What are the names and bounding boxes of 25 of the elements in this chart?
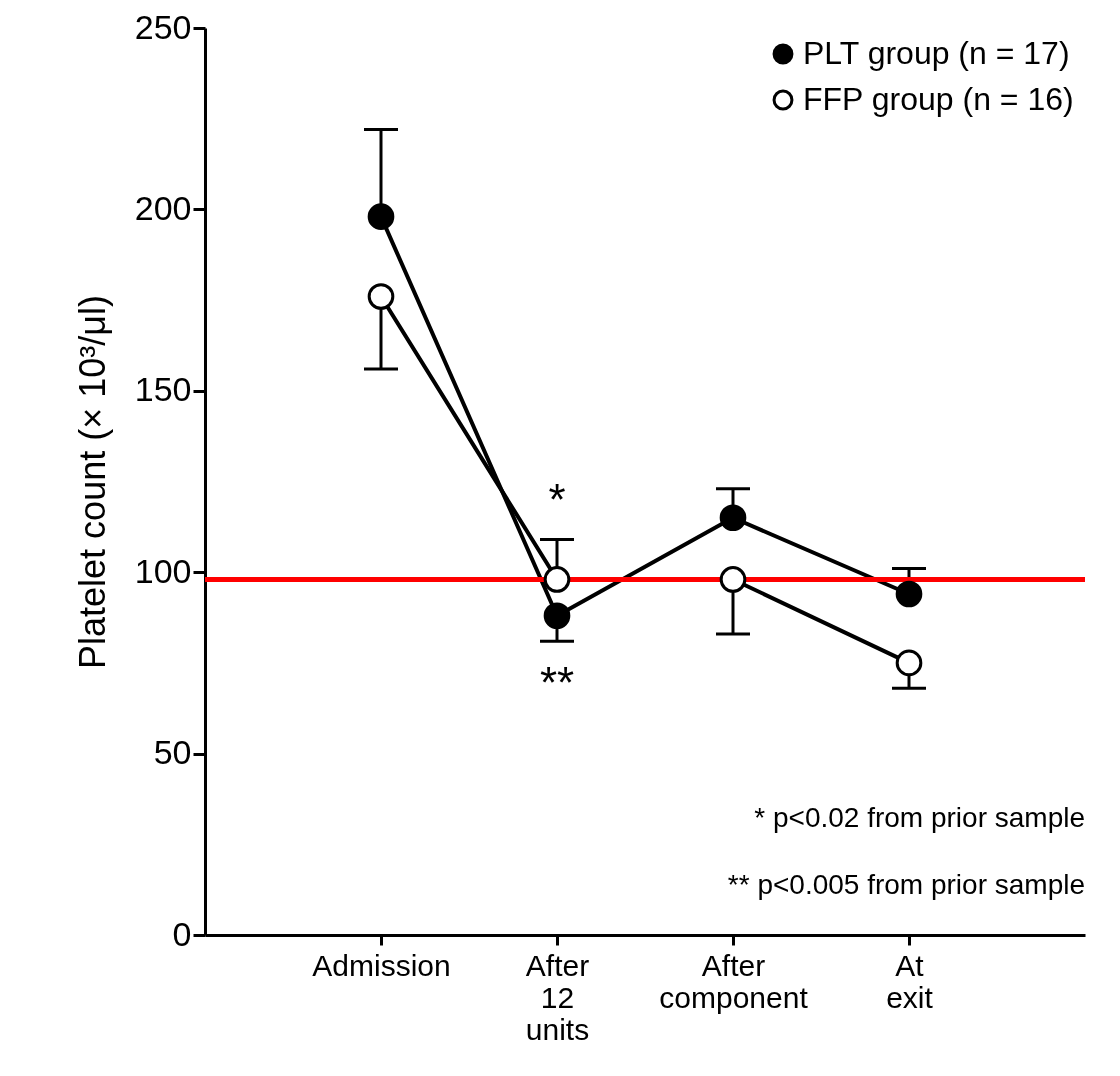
annotation: ** (539, 658, 575, 707)
y-tick-label: 200 (134, 188, 192, 227)
point (719, 504, 747, 532)
point (367, 283, 395, 310)
annotation: * p<0.02 from prior sample (754, 802, 1085, 833)
legend-label: PLT group (n = 17) (803, 35, 1070, 71)
annotation: * (548, 475, 566, 524)
point (719, 566, 747, 593)
legend-label: FFP group (n = 16) (803, 81, 1074, 117)
y-tick-label: 250 (134, 7, 192, 46)
point (895, 649, 923, 677)
annotation: ** p<0.005 from prior sample (727, 869, 1085, 900)
point (895, 580, 923, 608)
y-tick-label: 150 (134, 370, 192, 409)
x-tick-label: At exit (886, 948, 934, 1014)
y-tick-label: 0 (172, 914, 192, 953)
point (543, 566, 571, 593)
x-tick-label: After component (659, 948, 809, 1014)
x-tick-label: After 12 units (525, 948, 590, 1046)
point (367, 203, 395, 230)
y-tick-label: 100 (134, 551, 192, 590)
x-tick-label: Admission (312, 948, 451, 982)
y-axis-title: Platelet count (× 10³/μl) (71, 295, 113, 669)
y-tick-label: 50 (153, 733, 192, 772)
point (543, 602, 571, 630)
